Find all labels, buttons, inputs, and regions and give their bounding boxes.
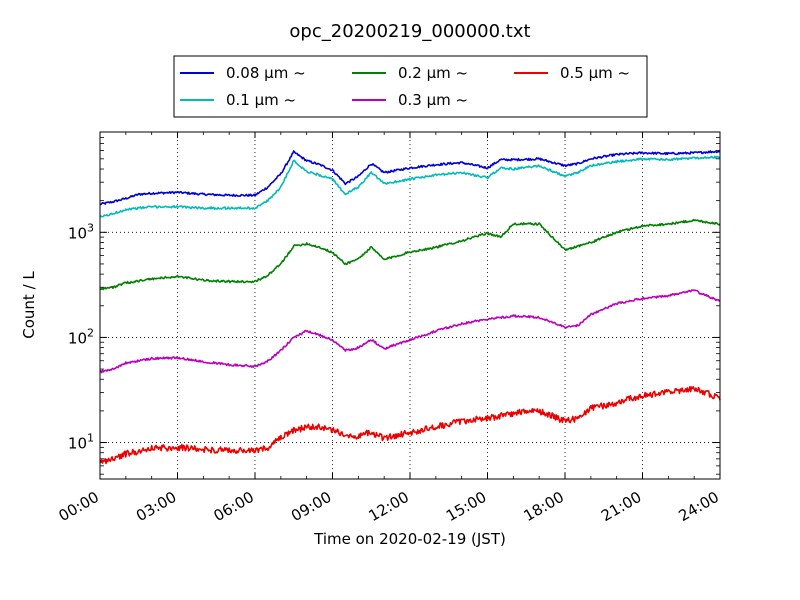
legend-label: 0.2 μm ~: [398, 64, 468, 82]
legend-label: 0.1 μm ~: [226, 91, 296, 109]
series-line: [99, 385, 721, 465]
chart-title: opc_20200219_000000.txt: [289, 21, 530, 42]
x-axis-label: Time on 2020-02-19 (JST): [313, 530, 506, 548]
series-layer: [99, 150, 721, 465]
legend-label: 0.08 μm ~: [226, 64, 306, 82]
legend: 0.08 μm ~ 0.1 μm ~ 0.2 μm ~ 0.3 μm ~ 0.5 μm …: [173, 55, 648, 118]
series-line: [99, 218, 721, 291]
legend-box: [173, 55, 648, 118]
legend-label: 0.3 μm ~: [398, 91, 468, 109]
series-line: [99, 150, 721, 206]
legend-label: 0.5 μm ~: [560, 64, 630, 82]
series-line: [99, 289, 721, 374]
y-axis-label: Count / L: [20, 271, 38, 339]
series-line: [100, 155, 721, 218]
